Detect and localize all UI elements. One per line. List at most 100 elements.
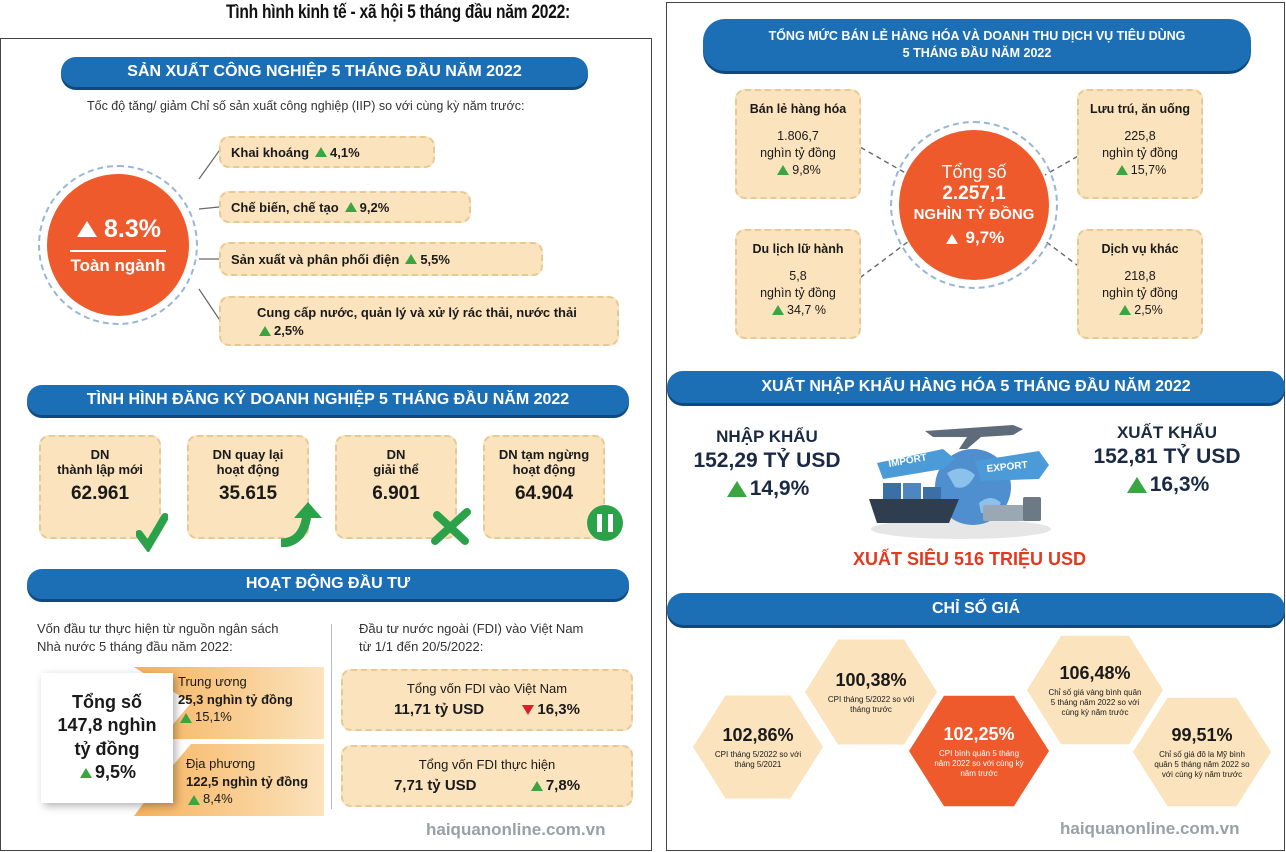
state-total-growth-row: 9,5% [41, 761, 173, 784]
price-hex-value: 99,51% [1171, 724, 1233, 745]
up-arrow-icon [777, 165, 790, 176]
price-hex-value: 100,38% [835, 669, 907, 690]
local-budget-text: Địa phương 122,5 nghìn tỷ đồng 8,4% [186, 755, 308, 808]
state-caption-line: Vốn đầu tư thực hiện từ nguồn ngân sách [37, 621, 279, 636]
industry-total-label: Toàn ngành [70, 255, 166, 275]
checkmark-icon [136, 513, 168, 552]
industry-item: Cung cấp nước, quản lý và xử lý rác thải… [219, 296, 619, 346]
enterprise-card: DN thành lập mới 62.961 [39, 435, 161, 539]
fdi-realized-row: 7,71 tỷ USD 7,8% [343, 777, 631, 794]
price-hex: 100,38% CPI tháng 5/2022 so với tháng tr… [805, 639, 937, 745]
card-line: hoạt động [216, 462, 280, 477]
central-growth: 15,1% [195, 709, 232, 725]
export-sign-text: EXPORT [986, 460, 1028, 475]
retail-item-growth-row: 2,5% [1079, 302, 1201, 319]
fdi-caption-line: từ 1/1 đến 20/5/2022: [359, 639, 484, 654]
card-value: 64.904 [514, 483, 574, 504]
central-label: Trung ương [178, 674, 247, 689]
industry-item-value-row: 2,5% [257, 323, 304, 338]
enterprise-card: DN tạm ngừng hoạt động 64.904 [483, 435, 605, 539]
retail-total-circle: Tổng số 2.257,1 NGHÌN TỶ ĐỒNG 9,7% [899, 130, 1049, 280]
card-line: hoạt động [512, 462, 576, 477]
industry-item: Chế biến, chế tạo 9,2% [219, 191, 471, 223]
retail-item-title: Lưu trú, ăn uống [1089, 102, 1190, 116]
card-line: DN [386, 447, 406, 462]
retail-item-card: Lưu trú, ăn uống 225,8 nghìn tỷ đồng 15,… [1077, 89, 1203, 199]
price-hex-caption: Chỉ số giá đô la Mỹ bình quân 5 tháng nă… [1154, 749, 1250, 779]
local-value: 122,5 nghìn tỷ đồng [186, 773, 309, 789]
central-budget-text: Trung ương 25,3 nghìn tỷ đồng 15,1% [178, 673, 293, 726]
down-arrow-icon [522, 705, 535, 716]
up-arrow-icon [945, 233, 958, 244]
retail-banner-line: 5 THÁNG ĐẦU NĂM 2022 [902, 46, 1052, 60]
card-line: DN tạm ngừng [498, 447, 590, 462]
retail-item-title: Bán lẻ hàng hóa [749, 102, 847, 116]
card-line: DN [90, 447, 110, 462]
retail-item-growth: 2,5% [1134, 302, 1163, 317]
retail-banner: TỔNG MỨC BÁN LẺ HÀNG HÓA VÀ DOANH THU DỊ… [703, 19, 1251, 71]
card-value: 62.961 [70, 483, 130, 504]
state-total-box: Tổng số 147,8 nghìn tỷ đồng 9,5% [41, 673, 173, 803]
retail-item-card: Du lịch lữ hành 5,8 nghìn tỷ đồng 34,7 % [735, 229, 861, 339]
right-panel: TỔNG MỨC BÁN LẺ HÀNG HÓA VÀ DOANH THU DỊ… [666, 2, 1285, 851]
trade-surplus: XUẤT SIÊU 516 TRIỆU USD [853, 549, 1087, 569]
state-total-unit: tỷ đồng [74, 738, 140, 759]
price-hex: 102,86% CPI tháng 5/2022 so với tháng 5/… [693, 695, 823, 799]
retail-item-growth: 34,7 % [787, 302, 826, 317]
state-total-growth: 9,5% [94, 762, 137, 783]
industry-item: Khai khoáng 4,1% [219, 136, 435, 168]
export-block: XUẤT KHẨU 152,81 TỶ USD 16,3% [1077, 423, 1257, 497]
price-hex: 99,51% Chỉ số giá đô la Mỹ bình quân 5 t… [1133, 697, 1271, 807]
price-hex-value: 106,48% [1059, 662, 1131, 683]
retail-item-growth-row: 15,7% [1079, 162, 1201, 179]
retail-total-growth: 9,7% [965, 228, 1005, 247]
retail-total-ring [890, 121, 1058, 289]
investment-banner: HOẠT ĐỘNG ĐẦU TƯ [27, 569, 629, 599]
export-value: 152,81 TỶ USD [1093, 445, 1241, 468]
up-arrow-icon [772, 305, 785, 316]
x-icon [431, 508, 471, 545]
price-hex-value: 102,25% [943, 723, 1015, 744]
card-value: 6.901 [372, 483, 420, 504]
export-growth: 16,3% [1149, 473, 1210, 496]
import-block: NHẬP KHẨU 152,29 TỶ USD 14,9% [687, 427, 847, 501]
up-arrow-icon [180, 712, 192, 723]
industry-item-value: 2,5% [274, 322, 304, 338]
up-arrow-icon [315, 147, 328, 157]
price-hex-caption: CPI tháng 5/2022 so với tháng 5/2021 [714, 749, 802, 769]
retail-total-growth-row: 9,7% [944, 228, 1004, 248]
up-arrow-icon [79, 768, 92, 779]
price-hex: 106,48% Chỉ số giá vàng bình quân 5 thán… [1027, 635, 1163, 745]
retail-item-unit: nghìn tỷ đồng [760, 145, 836, 160]
retail-item-card: Dịch vụ khác 218,8 nghìn tỷ đồng 2,5% [1077, 229, 1203, 339]
fdi-realized-value: 7,71 tỷ USD [393, 777, 477, 794]
divider [70, 249, 166, 252]
fdi-realized-label: Tổng vốn FDI thực hiện [418, 757, 556, 772]
retail-item-card: Bán lẻ hàng hóa 1.806,7 nghìn tỷ đồng 9,… [735, 89, 861, 199]
central-growth-row: 15,1% [178, 708, 293, 726]
up-arrow-icon [405, 254, 418, 264]
retail-item-value: 218,8 [1124, 268, 1156, 283]
retail-total-unit: NGHÌN TỶ ĐỒNG [913, 206, 1035, 223]
price-hex-caption: CPI bình quân 5 tháng năm 2022 so với cù… [934, 748, 1024, 778]
retail-item-growth-row: 9,8% [737, 162, 859, 179]
retail-item-title: Dịch vụ khác [1101, 242, 1179, 256]
trade-banner: XUẤT NHẬP KHẨU HÀNG HÓA 5 THÁNG ĐẦU NĂM … [667, 371, 1285, 403]
retail-item-value: 225,8 [1124, 128, 1156, 143]
industry-item-value: 5,5% [420, 251, 450, 267]
card-line: giải thể [373, 462, 419, 477]
enterprise-card: DN quay lại hoạt động 35.615 [187, 435, 309, 539]
industry-banner: SẢN XUẤT CÔNG NGHIỆP 5 THÁNG ĐẦU NĂM 202… [61, 57, 588, 87]
fdi-registered-card: Tổng vốn FDI vào Việt Nam 11,71 tỷ USD 1… [341, 669, 633, 731]
industry-total-circle: 8.3% Toàn ngành [47, 174, 189, 316]
enterprise-card: DN giải thể 6.901 [335, 435, 457, 539]
fdi-registered-row: 11,71 tỷ USD 16,3% [343, 701, 631, 718]
left-panel: SẢN XUẤT CÔNG NGHIỆP 5 THÁNG ĐẦU NĂM 202… [0, 38, 652, 851]
retail-item-value: 1.806,7 [777, 128, 819, 143]
column-divider [331, 624, 332, 809]
card-line: DN quay lại [212, 447, 284, 462]
retail-item-unit: nghìn tỷ đồng [1102, 285, 1178, 300]
watermark: haiquanonline.com.vn [426, 820, 606, 839]
card-value: 35.615 [218, 483, 278, 504]
prices-banner: CHỈ SỐ GIÁ [667, 593, 1285, 625]
